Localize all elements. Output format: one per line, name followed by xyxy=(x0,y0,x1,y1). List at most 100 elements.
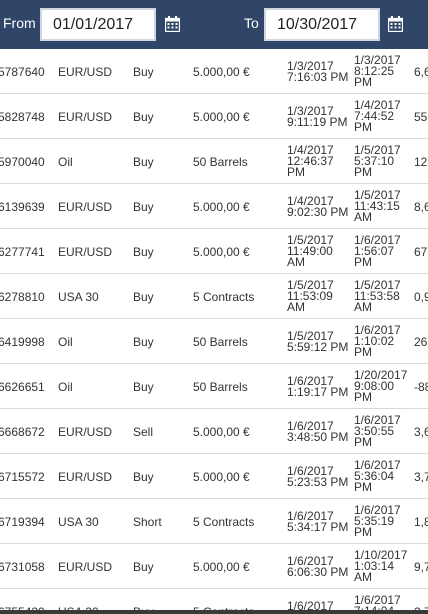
trade-amount: 5.000,00 € xyxy=(193,200,250,214)
from-calendar-icon[interactable] xyxy=(164,16,181,33)
trade-close-time-line: 1/10/2017 xyxy=(354,548,408,562)
trade-close-time: 1/20/2017 9:08:00 PM xyxy=(354,369,407,404)
trade-amount: 5 Contracts xyxy=(193,290,255,304)
trade-symbol: EUR/USD xyxy=(58,245,113,259)
trade-close-time-line: 1/6/2017 xyxy=(354,458,401,472)
from-label: From xyxy=(3,15,36,31)
trade-direction: Buy xyxy=(133,605,154,614)
trade-close-time: 1/6/2017 1:56:07 PM xyxy=(354,234,401,268)
trade-close-time-line: AM xyxy=(354,570,372,584)
trade-direction: Buy xyxy=(133,65,154,79)
trade-close-time-line: AM xyxy=(354,300,372,314)
trade-amount: 5.000,00 € xyxy=(193,65,250,79)
trade-symbol: USA 30 xyxy=(58,290,99,304)
trade-close-time-line: PM xyxy=(354,345,372,359)
trade-open-time-line: AM xyxy=(287,300,305,314)
trade-close-time-line: 1/6/2017 xyxy=(354,503,401,517)
trade-close-time-line: 11:53:58 xyxy=(354,289,400,303)
to-date-input[interactable]: 10/30/2017 xyxy=(264,8,380,41)
trade-id: 6755430 xyxy=(0,605,45,614)
trade-amount: 5.000,00 € xyxy=(193,470,250,484)
trade-close-time-line: AM xyxy=(354,210,372,224)
trade-open-time-line: 1/3/2017 xyxy=(287,59,334,73)
trade-profit-loss: -88 xyxy=(414,380,428,394)
from-date-input[interactable]: 01/01/2017 xyxy=(40,8,156,41)
trade-close-time-line: PM xyxy=(354,390,372,404)
trade-direction: Buy xyxy=(133,245,154,259)
table-row[interactable]: 6626651 Oil Buy 50 Barrels -88 1/6/20171:19:1… xyxy=(0,364,428,409)
trade-profit-loss: 12 xyxy=(414,155,428,169)
trade-amount: 5.000,00 € xyxy=(193,425,250,439)
trade-close-time-line: 7:44:52 xyxy=(354,109,395,123)
trade-open-time-line: 6:06:30 PM xyxy=(287,565,349,579)
trade-amount: 5 Contracts xyxy=(193,605,254,614)
table-row[interactable]: 6731058 EUR/USD Buy 5.000,00 € 9,7 1/6/2017 6:… xyxy=(0,544,428,589)
trade-id: 6626651 xyxy=(0,380,45,394)
trade-close-time-line: PM xyxy=(354,75,372,89)
trade-symbol: EUR/USD xyxy=(58,65,113,79)
trade-close-time-line: PM xyxy=(354,480,372,494)
trade-close-time-line: PM xyxy=(354,435,372,449)
trade-close-time: 1/6/2017 3:50:55 PM xyxy=(354,413,401,449)
trade-close-time: 1/5/2017 11:53:58 AM xyxy=(354,279,401,314)
to-calendar-icon[interactable] xyxy=(387,16,404,33)
trade-direction: Buy xyxy=(133,335,154,349)
trade-open-time-line: 1/6/2017 xyxy=(287,419,334,433)
trade-close-time-line: 3:50:55 xyxy=(354,424,395,438)
trade-symbol: EUR/USD xyxy=(58,200,113,214)
table-row[interactable]: 6719394 USA 30 Short 5 Contracts 1,8 1/6/2017… xyxy=(0,499,428,544)
trade-open-time: 1/4/2017 12:46:37 PM xyxy=(287,144,334,179)
trade-open-time-line: 1:19:17 PM xyxy=(287,385,349,399)
table-row[interactable]: 6668672 EUR/USD Sell 5.000,00 €3,6 1/6/2017 3… xyxy=(0,409,428,454)
trade-open-time-line: 1/3/2017 xyxy=(287,104,334,118)
table-row[interactable]: 6278810 USA 30 Buy 5 Contracts 0,9 1/5/2017 11… xyxy=(0,274,428,319)
trade-profit-loss: 1,8 xyxy=(414,515,428,529)
trade-close-time-line: PM xyxy=(354,120,372,134)
trade-close-time: 1/6/2017 5:35:19 PM xyxy=(354,503,401,538)
trade-id: 5787640 xyxy=(0,65,45,79)
table-row[interactable]: 5970040 Oil Buy 50 Barrels 12 1/4/2017 12:46:3… xyxy=(0,139,428,184)
trade-open-time: 1/5/2017 11:53:09 AM xyxy=(287,279,334,314)
trade-close-time: 1/4/2017 7:44:52 PM xyxy=(354,99,401,134)
table-row[interactable]: 6715572 EUR/USD Buy 5.000,00 €3,7 1/6/2017 5:… xyxy=(0,454,428,499)
trade-open-time-line: AM xyxy=(287,255,305,269)
trade-close-time: 1/6/2017 5:36:04 PM xyxy=(354,458,401,494)
trade-id: 6719394 xyxy=(0,515,45,529)
table-row[interactable]: 6139639 EUR/USD Buy 5.000,00 € 8,6 1/4/2017 9:… xyxy=(0,184,428,229)
trade-amount: 5.000,00 € xyxy=(193,560,250,574)
table-row[interactable]: 6419998 Oil Buy 50 Barrels 26 1/5/2017 5:59:12… xyxy=(0,319,428,364)
trade-direction: Buy xyxy=(133,560,154,574)
trade-id: 6139639 xyxy=(0,200,45,214)
table-row[interactable]: 6277741 EUR/USD Buy 5.000,00 € 67 1/5/2017 11:… xyxy=(0,229,428,274)
trade-open-time-line: 5:23:53 PM xyxy=(287,475,349,489)
trade-open-time-line: 1/5/2017 xyxy=(287,329,334,343)
table-row[interactable]: 5787640 EUR/USD Buy 5.000,00 €6,6 1/3/2017 7:… xyxy=(0,49,428,94)
trade-close-time-line: 1/6/2017 xyxy=(354,413,401,427)
trade-id: 6278810 xyxy=(0,290,45,304)
trade-open-time-line: 1/6/2017 xyxy=(287,509,334,523)
trade-close-time: 1/5/2017 5:37:10 PM xyxy=(354,144,401,178)
trade-amount: 5.000,00 € xyxy=(193,110,250,124)
trade-close-time-line: 9:08:00 xyxy=(354,379,395,393)
trade-open-time-line: 9:02:30 PM xyxy=(287,205,349,219)
trade-close-time: 1/6/2017 7:14:04 xyxy=(354,593,401,614)
trade-close-time-line: 8:12:25 xyxy=(354,64,395,78)
trade-close-time: 1/10/2017 1:03:14 AM xyxy=(354,548,408,584)
trade-open-time-line: PM xyxy=(287,165,305,179)
trade-close-time-line: 1/6/2017 xyxy=(354,323,401,337)
trade-open-time-line: 11:53:09 xyxy=(287,289,333,303)
trade-open-time-line: 1/5/2017 xyxy=(287,233,334,247)
trade-profit-loss: 6,6 xyxy=(414,65,428,79)
trade-symbol: Oil xyxy=(58,155,73,169)
table-row[interactable]: 5828748 EUR/USD Buy 5.000,00 € 55 1/3/2017 9:1… xyxy=(0,94,428,139)
trade-profit-loss: 3,7 xyxy=(414,470,428,484)
trade-direction: Buy xyxy=(133,200,154,214)
trade-symbol: EUR/USD xyxy=(58,110,113,124)
trade-close-time-line: 1/6/2017 xyxy=(354,593,401,607)
trade-open-time: 1/6/2017 1:19:17 PM xyxy=(287,375,349,399)
trade-open-time: 1/3/2017 9:11:19 PM xyxy=(287,104,347,128)
trade-direction: Buy xyxy=(133,470,154,484)
trade-close-time-line: 7:14:04 xyxy=(354,604,395,614)
trade-symbol: EUR/USD xyxy=(58,470,113,484)
